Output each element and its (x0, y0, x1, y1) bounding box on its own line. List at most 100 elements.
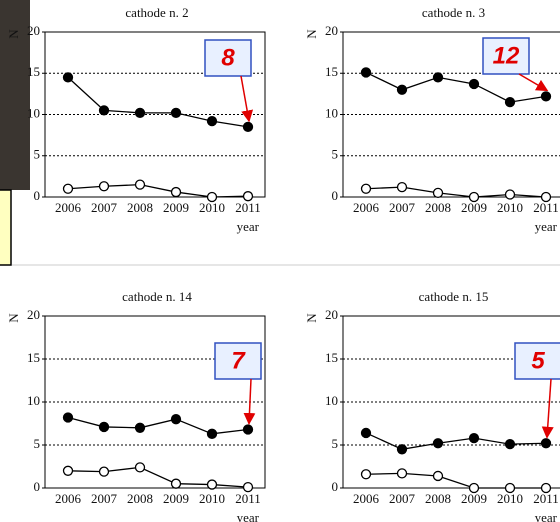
data-point (208, 480, 217, 489)
x-tick-label: 2008 (127, 200, 153, 215)
x-tick-label: 2006 (55, 491, 82, 506)
x-tick-label: 2009 (163, 200, 189, 215)
y-tick-label: 0 (332, 188, 339, 203)
y-axis-label: N (304, 29, 319, 39)
x-tick-label: 2010 (497, 200, 523, 215)
y-tick-label: 10 (27, 105, 40, 120)
data-point (172, 415, 181, 424)
y-tick-label: 15 (27, 350, 40, 365)
data-point (208, 193, 217, 202)
data-point (542, 484, 551, 493)
y-tick-label: 20 (27, 307, 40, 322)
annotation-arrow (519, 74, 547, 90)
data-point (172, 188, 181, 197)
data-point (100, 182, 109, 191)
data-point (172, 108, 181, 117)
y-tick-label: 5 (332, 147, 339, 162)
data-point (542, 193, 551, 202)
data-point (100, 422, 109, 431)
y-tick-label: 10 (325, 105, 338, 120)
data-point (506, 484, 515, 493)
y-axis-label: N (6, 313, 21, 323)
y-tick-label: 10 (325, 393, 338, 408)
annotation-arrow (547, 379, 551, 437)
series-line (366, 433, 546, 449)
data-point (208, 429, 217, 438)
data-point (244, 192, 253, 201)
x-tick-label: 2010 (199, 491, 225, 506)
data-point (64, 466, 73, 475)
data-point (470, 434, 479, 443)
x-axis-label: year (535, 219, 558, 234)
data-point (434, 73, 443, 82)
data-point (542, 439, 551, 448)
data-point (398, 445, 407, 454)
data-point (64, 413, 73, 422)
data-point (136, 108, 145, 117)
data-point (64, 184, 73, 193)
y-tick-label: 5 (34, 436, 41, 451)
data-point (244, 122, 253, 131)
y-tick-label: 0 (34, 479, 41, 494)
data-point (362, 470, 371, 479)
data-point (470, 193, 479, 202)
annotation: 7 (231, 347, 246, 374)
x-tick-label: 2010 (199, 200, 225, 215)
data-point (136, 463, 145, 472)
annotation-arrow (249, 379, 251, 424)
series-line (68, 417, 248, 433)
chart-title: cathode n. 2 (125, 5, 188, 20)
y-tick-label: 0 (332, 479, 339, 494)
screenshot: 05101520200620072008200920102011cathode … (0, 0, 560, 522)
annotation: 5 (531, 347, 545, 374)
series-line (366, 72, 546, 102)
series-line (366, 187, 546, 197)
x-tick-label: 2007 (91, 491, 118, 506)
x-tick-label: 2008 (425, 200, 451, 215)
x-tick-label: 2011 (235, 491, 261, 506)
data-point (100, 467, 109, 476)
x-tick-label: 2011 (533, 491, 559, 506)
y-tick-label: 20 (325, 307, 338, 322)
data-point (470, 79, 479, 88)
y-tick-label: 15 (325, 64, 338, 79)
data-point (244, 425, 253, 434)
series-line (68, 185, 248, 197)
y-tick-label: 5 (34, 147, 41, 162)
x-axis-label: year (237, 219, 260, 234)
x-tick-label: 2011 (235, 200, 261, 215)
x-tick-label: 2009 (461, 200, 487, 215)
x-tick-label: 2011 (533, 200, 559, 215)
data-point (506, 98, 515, 107)
data-point (398, 85, 407, 94)
y-tick-label: 15 (325, 350, 338, 365)
data-point (398, 183, 407, 192)
data-point (172, 479, 181, 488)
background-strip (0, 0, 30, 190)
annotation: 8 (221, 44, 235, 71)
data-point (542, 92, 551, 101)
x-tick-label: 2006 (55, 200, 82, 215)
x-tick-label: 2009 (461, 491, 487, 506)
x-tick-label: 2010 (497, 491, 523, 506)
chart-title: cathode n. 15 (419, 289, 489, 304)
data-point (136, 180, 145, 189)
series-line (366, 473, 546, 488)
data-point (434, 188, 443, 197)
x-axis-label: year (535, 510, 558, 522)
x-tick-label: 2006 (353, 491, 380, 506)
annotation: 12 (493, 42, 520, 69)
x-tick-label: 2008 (425, 491, 451, 506)
data-point (244, 483, 253, 492)
x-tick-label: 2008 (127, 491, 153, 506)
data-point (434, 439, 443, 448)
chart-title: cathode n. 3 (422, 5, 485, 20)
x-tick-label: 2006 (353, 200, 380, 215)
data-point (362, 184, 371, 193)
data-point (434, 471, 443, 480)
y-tick-label: 0 (34, 188, 41, 203)
data-point (506, 440, 515, 449)
data-point (208, 117, 217, 126)
series-line (68, 77, 248, 127)
series-line (68, 467, 248, 487)
